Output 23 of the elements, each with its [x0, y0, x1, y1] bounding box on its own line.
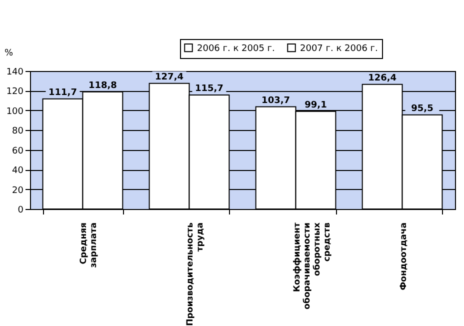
- data-label: 118,8: [88, 80, 117, 91]
- y-tick-label: 40: [12, 166, 24, 176]
- data-label: 126,4: [368, 73, 397, 84]
- x-tick-label: Фондоотдача: [398, 222, 409, 290]
- data-label: 99,1: [304, 100, 327, 110]
- x-tick-label: Коэффициент оборачиваемости оборотных средств: [292, 222, 332, 310]
- data-label: 115,7: [194, 84, 224, 94]
- x-tick-label: Средняя зарплата: [79, 222, 100, 268]
- y-tick-label: 20: [12, 186, 24, 196]
- x-tick-label: Производительность труда: [186, 222, 206, 326]
- y-axis-title: %: [4, 48, 14, 58]
- legend-label: 2007 г. к 2006 г.: [300, 44, 378, 54]
- y-tick-label: 80: [12, 126, 24, 137]
- y-tick-label: 60: [12, 146, 24, 156]
- data-label: 103,7: [262, 96, 290, 106]
- y-tick-label: 120: [6, 87, 24, 98]
- legend-label: 2006 г. к 2005 г.: [197, 44, 275, 54]
- y-tick-label: 140: [6, 68, 24, 78]
- y-tick-label: 100: [6, 106, 24, 117]
- data-label: 111,7: [48, 88, 77, 98]
- data-label: 95,5: [411, 104, 434, 114]
- data-label: 127,4: [155, 72, 184, 82]
- y-tick-label: 0: [18, 206, 24, 216]
